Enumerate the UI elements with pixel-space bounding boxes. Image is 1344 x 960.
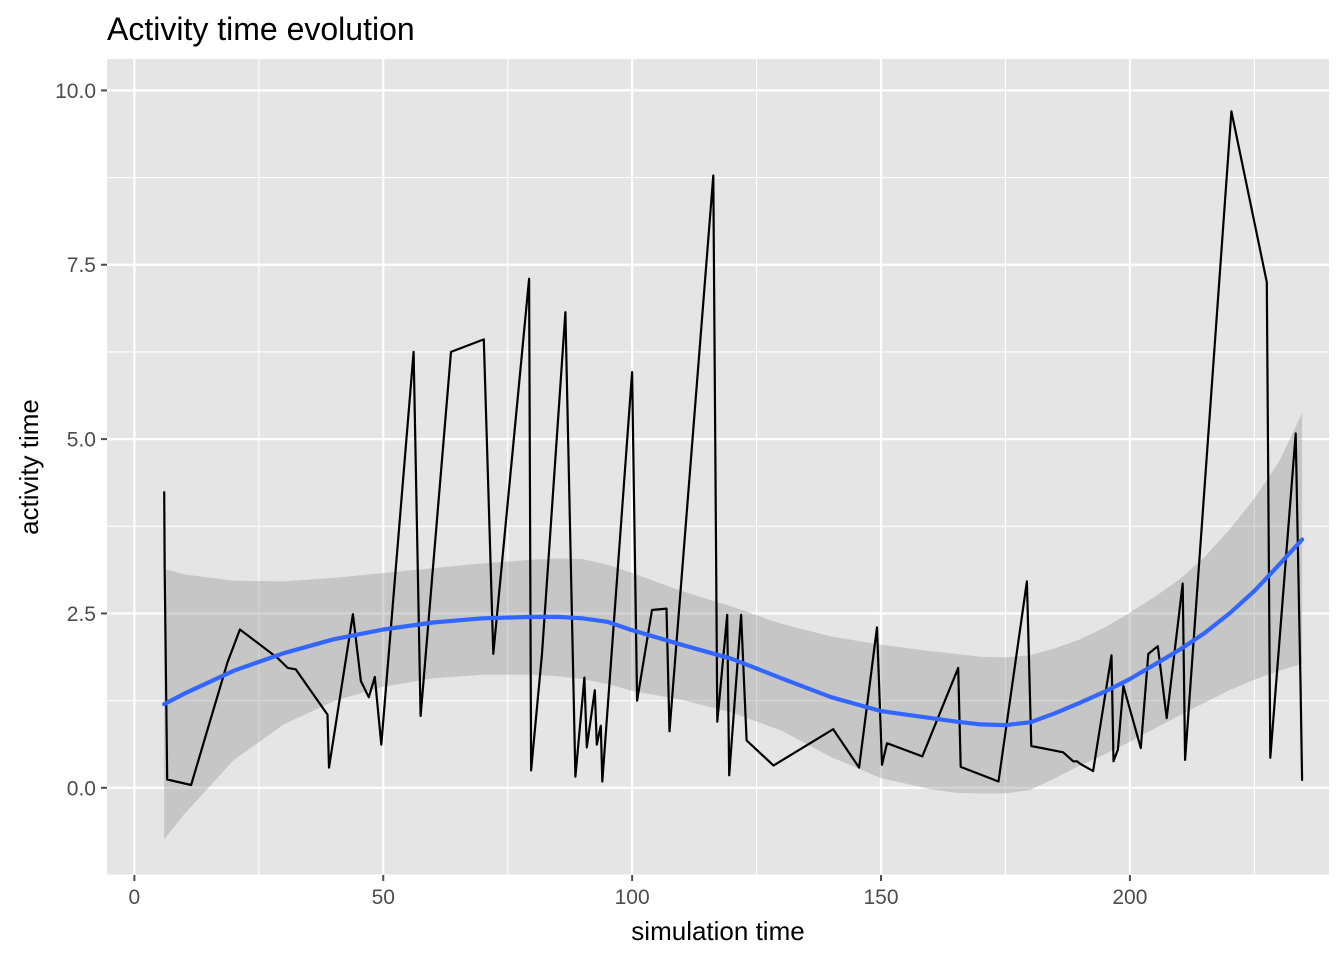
x-tick-label: 0	[129, 886, 141, 909]
x-tick-label: 200	[1112, 886, 1147, 909]
grid-minor	[107, 59, 1329, 876]
x-tick-label: 100	[615, 886, 650, 909]
y-axis-title: activity time	[14, 399, 44, 535]
y-axis: 0.0 2.5 5.0 7.5 10.0	[55, 80, 107, 800]
x-tick-label: 150	[863, 886, 898, 909]
activity-time-line	[163, 110, 1304, 787]
confidence-band	[164, 413, 1303, 840]
y-tick-label: 10.0	[55, 80, 96, 103]
x-axis-title: simulation time	[631, 916, 804, 946]
plot-panel	[107, 59, 1329, 875]
y-tick-label: 5.0	[67, 429, 96, 452]
y-tick-label: 2.5	[67, 603, 96, 626]
x-tick-label: 50	[372, 886, 395, 909]
x-axis: 0 50 100 150 200	[129, 875, 1147, 909]
chart-title: Activity time evolution	[107, 11, 415, 47]
y-tick-label: 7.5	[67, 254, 96, 277]
y-tick-label: 0.0	[67, 777, 96, 800]
smooth-trend-line	[162, 537, 1305, 728]
